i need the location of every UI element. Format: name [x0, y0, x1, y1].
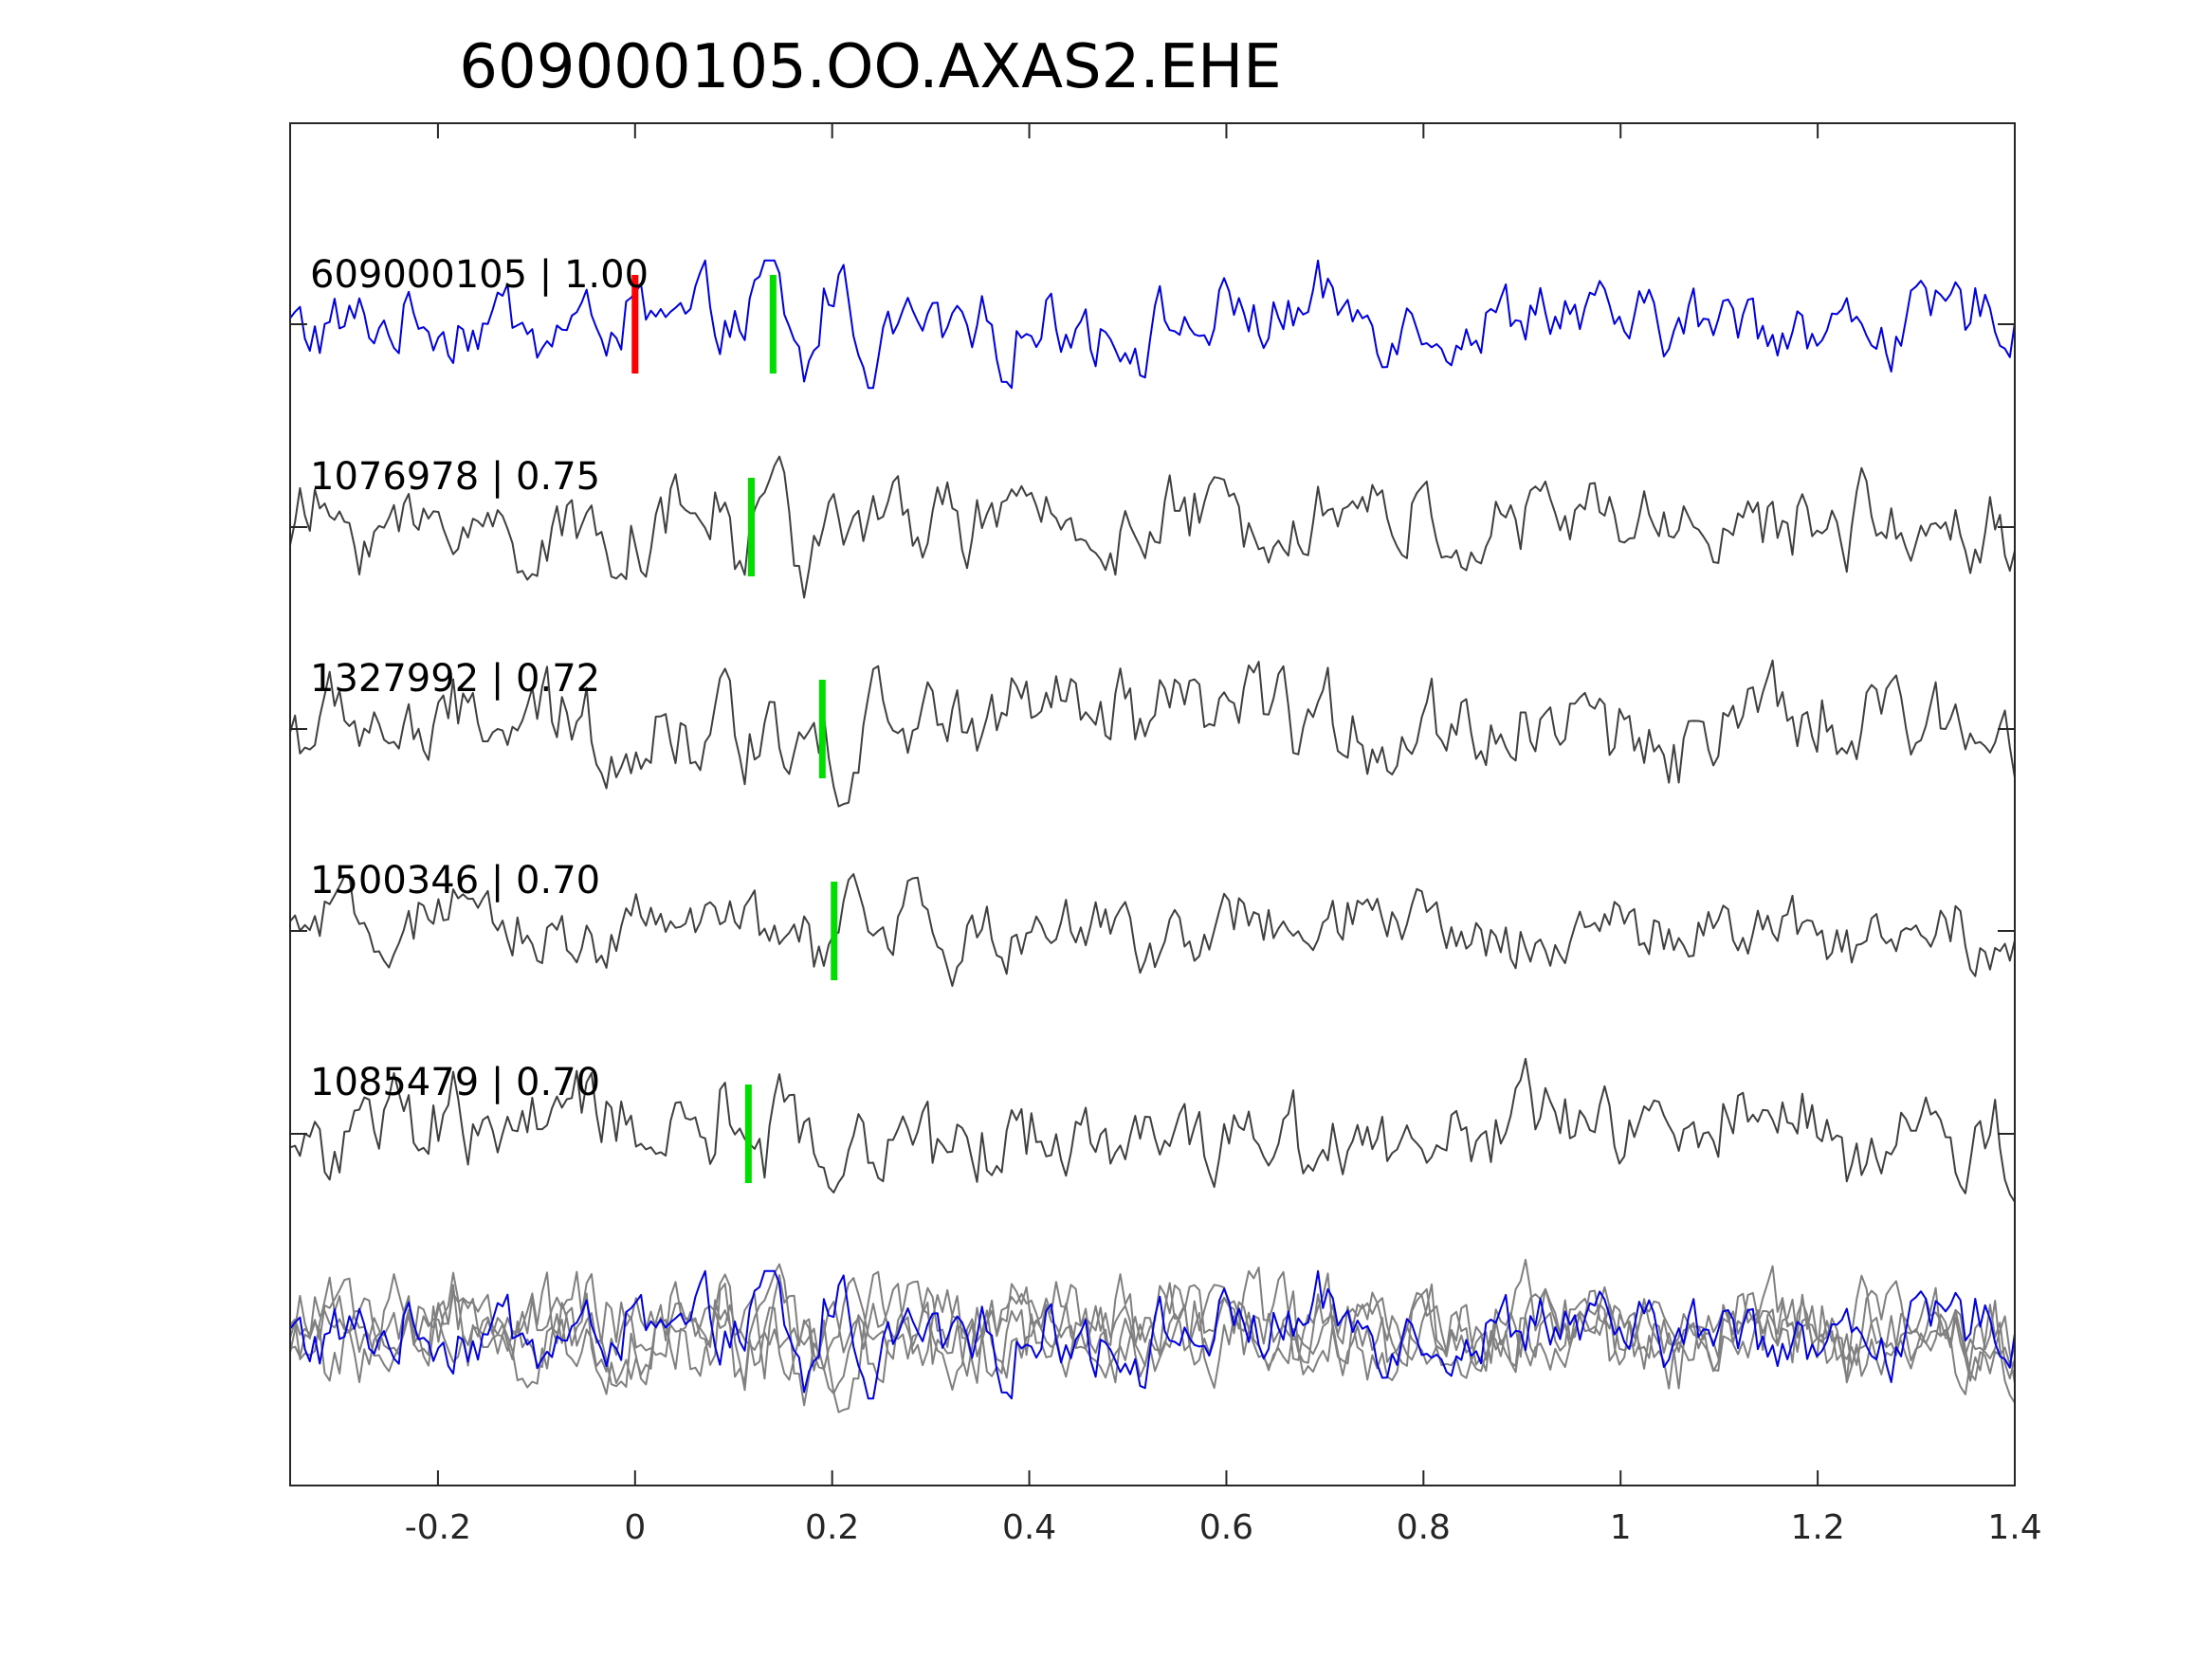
trace-label-1085479: 1085479 | 0.70	[310, 1061, 600, 1104]
trace-label-1500346: 1500346 | 0.70	[310, 859, 600, 902]
x-tick-label: 0.6	[1199, 1508, 1253, 1547]
x-tick-label: 0.2	[805, 1508, 859, 1547]
chart-title: 609000105.OO.AXAS2.EHE	[459, 32, 1281, 102]
trace-line-1085479	[289, 1057, 2016, 1203]
trace-line-1500346	[289, 873, 2016, 987]
overlay-line-1076978	[289, 1263, 2016, 1407]
trace-labels-layer: 609000105 | 1.00 1076978 | 0.75 1327992 | …	[310, 253, 649, 1104]
axes-box	[289, 122, 2016, 1486]
x-tick-label: 1.4	[1987, 1508, 2041, 1547]
overlay-line-609000105	[289, 1269, 2016, 1400]
x-tick-label: 0.8	[1397, 1508, 1451, 1547]
x-tick-label: -0.2	[405, 1508, 471, 1547]
y-ticks-layer	[290, 323, 2015, 1135]
trace-label-609000105: 609000105 | 1.00	[310, 253, 649, 297]
trace-line-609000105	[289, 259, 2016, 390]
trace-label-1327992: 1327992 | 0.72	[310, 657, 600, 701]
overlay-line-1327992	[289, 1265, 2016, 1413]
picks-layer	[631, 275, 838, 1183]
x-ticks-layer: -0.2 0 0.2 0.4 0.6 0.8 1 1.2 1.4	[405, 123, 2042, 1547]
x-tick-label: 1	[1610, 1508, 1632, 1547]
trace-line-1076978	[289, 455, 2016, 599]
trace-label-1076978: 1076978 | 0.75	[310, 455, 600, 499]
x-tick-label: 0	[624, 1508, 646, 1547]
trace-line-1327992	[289, 659, 2016, 808]
x-tick-label: 0.4	[1002, 1508, 1056, 1547]
x-tick-label: 1.2	[1790, 1508, 1844, 1547]
traces-layer	[289, 259, 2016, 1413]
overlay-line-1500346	[289, 1277, 2016, 1391]
